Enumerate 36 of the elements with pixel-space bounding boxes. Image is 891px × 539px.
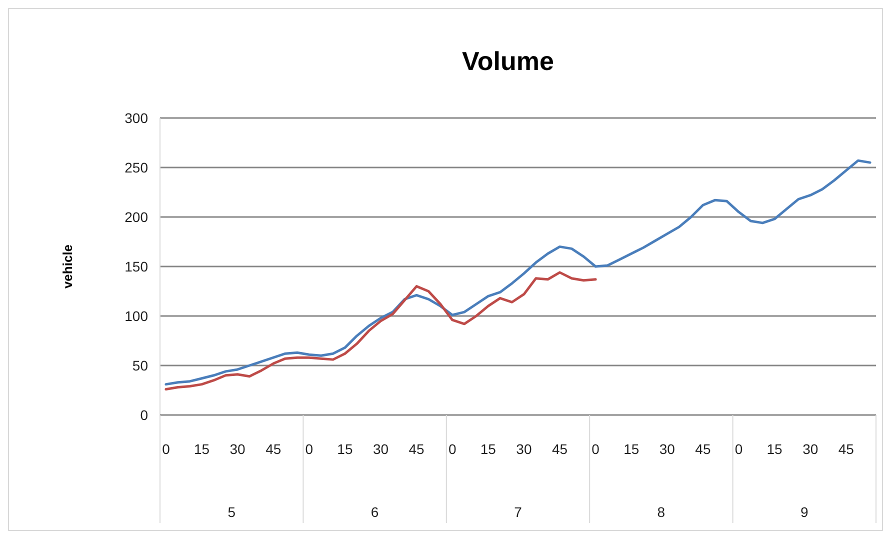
chart-title: Volume: [462, 46, 554, 76]
x-tick-label: 45: [266, 441, 282, 457]
x-tick-label: 15: [480, 441, 496, 457]
text: 7: [514, 504, 522, 520]
x-tick-label: 30: [516, 441, 532, 457]
text: 8: [657, 504, 666, 520]
y-tick-label: 250: [124, 160, 148, 176]
x-tick-label: 0: [162, 441, 170, 457]
x-tick-label: 15: [766, 441, 783, 457]
y-tick-label: 200: [124, 209, 148, 225]
x-tick-label: 45: [408, 441, 425, 457]
x-tick-label: 0: [734, 441, 743, 457]
y-tick-label: 100: [124, 308, 148, 324]
x-tick-label: 45: [695, 441, 711, 457]
x-tick-label: 45: [552, 441, 568, 457]
x-tick-label: 30: [802, 441, 818, 457]
x-tick-label: 30: [230, 441, 246, 457]
x-tick-label: 45: [838, 441, 854, 457]
x-tick-label: 0: [305, 441, 314, 457]
y-tick-label: 0: [140, 407, 148, 423]
line-series: [164, 159, 872, 386]
x-tick-label: 15: [624, 441, 640, 457]
x-tick-label: 15: [194, 441, 210, 457]
text: 6: [370, 504, 379, 520]
x-tick-label: 30: [372, 441, 389, 457]
x-tick-label: 30: [659, 441, 676, 457]
y-tick-label: 150: [124, 258, 148, 274]
y-axis-title: vehicle: [60, 244, 75, 289]
y-tick-label: 300: [124, 110, 148, 126]
text: 5: [228, 504, 236, 520]
x-tick-label: 0: [448, 441, 456, 457]
line-series: [164, 271, 597, 391]
y-tick-label: 50: [132, 358, 148, 374]
x-tick-label: 15: [337, 441, 353, 457]
x-tick-label: 0: [592, 441, 600, 457]
text: 9: [800, 504, 808, 520]
